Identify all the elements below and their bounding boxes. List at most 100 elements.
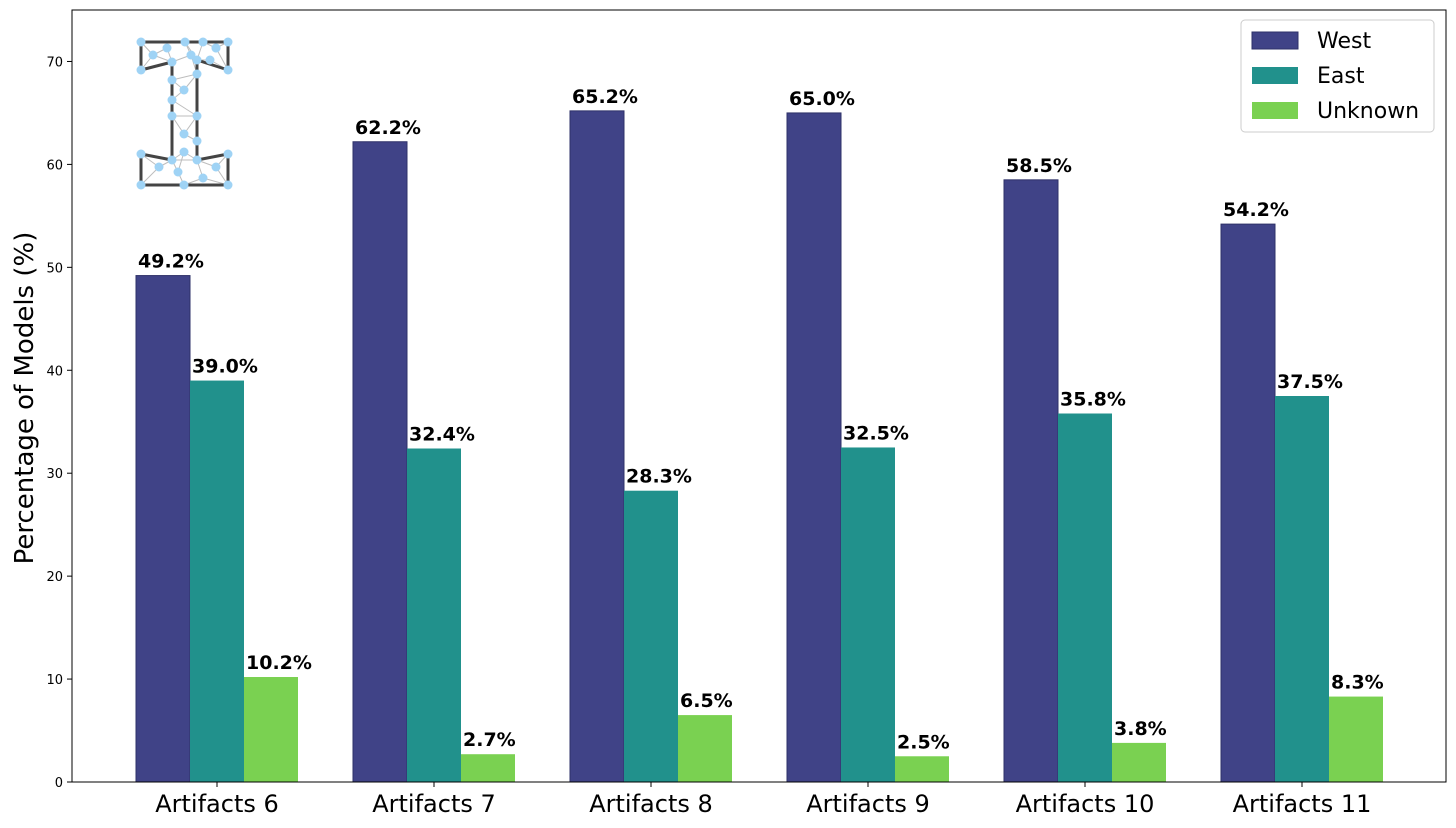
logo-node	[136, 180, 146, 190]
y-tick-label: 40	[46, 364, 63, 379]
x-tick-label: Artifacts 11	[1233, 790, 1372, 818]
data-label-west-1: 49.2%	[138, 251, 204, 273]
logo-node	[148, 50, 158, 60]
logo-node	[167, 75, 177, 85]
data-label-east-2: 32.4%	[409, 424, 475, 446]
logo-node	[198, 173, 208, 183]
logo-node	[154, 162, 164, 172]
logo-node	[179, 180, 189, 190]
logo-node	[167, 155, 177, 165]
logo-node	[192, 155, 202, 165]
data-label-unknown-6: 8.3%	[1331, 672, 1384, 694]
logo-node	[211, 43, 221, 53]
data-label-unknown-1: 10.2%	[246, 652, 312, 674]
logo-node	[167, 57, 177, 67]
legend-swatch-east	[1252, 67, 1298, 84]
bar-west-3	[569, 110, 625, 783]
y-tick-label: 0	[55, 776, 63, 791]
logo-node	[198, 37, 208, 47]
x-tick-label: Artifacts 8	[589, 790, 713, 818]
y-tick-label: 70	[46, 55, 63, 70]
logo-node	[205, 55, 215, 65]
network-graph-letter-I-icon	[136, 37, 233, 190]
logo-node	[167, 95, 177, 105]
bar-east-4	[841, 447, 895, 782]
bar-unknown-2	[461, 754, 515, 782]
logo-node	[179, 85, 189, 95]
bar-unknown-1	[244, 677, 298, 782]
x-tick-label: Artifacts 10	[1016, 790, 1155, 818]
plot-frame	[71, 9, 1447, 783]
y-axis-label: Percentage of Models (%)	[10, 232, 40, 565]
legend-label-unknown: Unknown	[1317, 99, 1419, 124]
data-label-unknown-2: 2.7%	[463, 729, 516, 751]
logo-node	[223, 180, 233, 190]
y-tick-label: 10	[46, 673, 63, 688]
logo-node	[173, 167, 183, 177]
logo-node	[192, 111, 202, 121]
data-labels-layer: 49.2% 39.0% 10.2% 62.2% 32.4% 2.7% 65.2% 28.3% 6…	[138, 86, 1384, 753]
bar-west-4	[786, 112, 842, 783]
y-tick-label: 30	[46, 467, 63, 482]
legend-swatch-west	[1251, 31, 1299, 50]
logo-node	[223, 37, 233, 47]
bar-west-6	[1220, 223, 1276, 783]
logo-edge-outline	[196, 58, 229, 72]
data-label-west-4: 65.0%	[789, 88, 855, 110]
data-label-west-2: 62.2%	[355, 117, 421, 139]
logo-node	[136, 65, 146, 75]
data-label-east-5: 35.8%	[1060, 389, 1126, 411]
data-label-west-6: 54.2%	[1223, 199, 1289, 221]
logo-node	[136, 149, 146, 159]
bars-layer	[135, 110, 1383, 783]
bar-east-2	[407, 448, 461, 782]
bar-west-2	[352, 141, 408, 783]
logo-node	[186, 50, 196, 60]
data-label-east-4: 32.5%	[843, 422, 909, 444]
bar-unknown-3	[678, 715, 732, 782]
bar-unknown-6	[1329, 696, 1383, 782]
bar-unknown-4	[895, 756, 949, 782]
data-label-west-5: 58.5%	[1006, 155, 1072, 177]
logo-node	[192, 136, 202, 146]
logo-node	[192, 69, 202, 79]
y-tick-label: 20	[46, 570, 63, 585]
logo-node	[167, 111, 177, 121]
x-tick-label: Artifacts 7	[372, 790, 496, 818]
logo-node	[223, 65, 233, 75]
logo-node	[179, 147, 189, 157]
logo-node	[136, 37, 146, 47]
logo-edge-outline	[140, 152, 173, 162]
bar-east-1	[190, 380, 244, 782]
logo-node	[179, 129, 189, 139]
bar-unknown-5	[1112, 742, 1166, 782]
legend: West East Unknown	[1240, 19, 1435, 133]
logo-node	[162, 43, 172, 53]
bar-east-5	[1058, 413, 1112, 782]
logo-node	[180, 37, 190, 47]
data-label-east-6: 37.5%	[1277, 371, 1343, 393]
data-label-unknown-5: 3.8%	[1114, 718, 1167, 740]
logo-node	[211, 162, 221, 172]
bar-west-1	[135, 275, 191, 783]
y-tick-label: 50	[46, 261, 63, 276]
axes-layer: Artifacts 6 Artifacts 7 Artifacts 8 Artifac…	[10, 9, 1447, 818]
logo-node	[192, 55, 202, 65]
x-tick-label: Artifacts 9	[806, 790, 930, 818]
bar-east-6	[1275, 396, 1329, 782]
data-label-east-1: 39.0%	[192, 356, 258, 378]
logo-edge-outline	[196, 152, 229, 162]
logo-edge-outline	[140, 60, 173, 72]
data-label-unknown-4: 2.5%	[897, 731, 950, 753]
data-label-west-3: 65.2%	[572, 86, 638, 108]
x-tick-label: Artifacts 6	[155, 790, 279, 818]
data-label-east-3: 28.3%	[626, 466, 692, 488]
bar-east-3	[624, 490, 678, 782]
y-tick-label: 60	[46, 158, 63, 173]
legend-swatch-unknown	[1252, 102, 1298, 119]
data-label-unknown-3: 6.5%	[680, 690, 733, 712]
legend-label-west: West	[1317, 29, 1371, 54]
logo-node	[223, 149, 233, 159]
